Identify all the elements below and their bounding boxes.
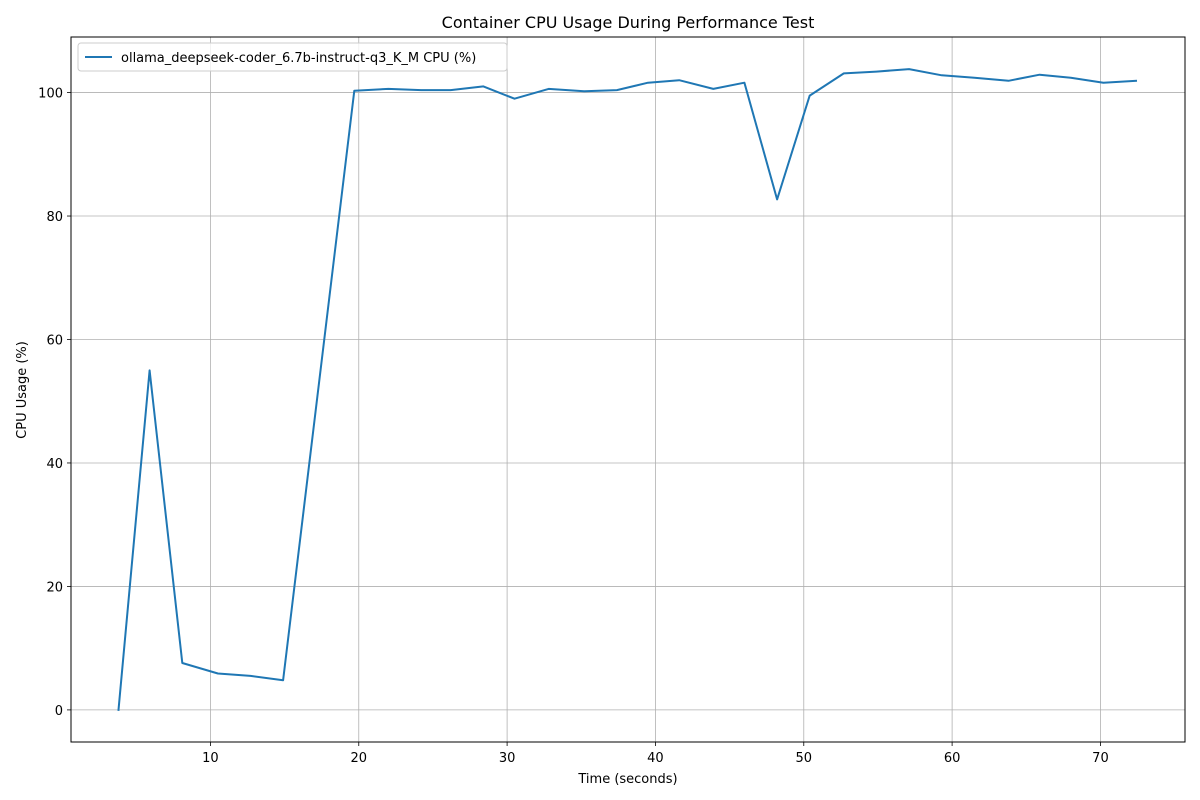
legend-box xyxy=(77,42,508,72)
y-axis-label: CPU Usage (%) xyxy=(15,341,30,439)
legend: ollama_deepseek-coder_6.7b-instruct-q3_K… xyxy=(77,42,508,72)
x-tick-label: 30 xyxy=(499,751,516,766)
series-layer xyxy=(117,68,1138,711)
y-tick-label: 0 xyxy=(55,704,63,719)
x-axis-label: Time (seconds) xyxy=(577,772,677,787)
x-tick-label: 70 xyxy=(1092,751,1109,766)
y-tick-label: 40 xyxy=(46,457,63,472)
x-tick-label: 20 xyxy=(350,751,367,766)
y-tick-label: 100 xyxy=(38,87,63,102)
axis-ticks: 10 20 30 40 50 60 70 0 20 40 60 80 100 xyxy=(38,87,1109,766)
y-tick-label: 80 xyxy=(46,210,63,225)
y-tick-label: 20 xyxy=(46,580,63,595)
plot-area-frame xyxy=(70,36,1186,743)
x-tick-label: 10 xyxy=(202,751,219,766)
series-line xyxy=(117,68,1138,711)
x-tick-label: 50 xyxy=(796,751,813,766)
grid xyxy=(71,37,1185,742)
x-tick-label: 40 xyxy=(647,751,664,766)
x-tick-label: 60 xyxy=(944,751,961,766)
chart-title: Container CPU Usage During Performance T… xyxy=(442,13,815,32)
y-tick-label: 60 xyxy=(46,333,63,348)
legend-label: ollama_deepseek-coder_6.7b-instruct-q3_K… xyxy=(121,51,476,66)
